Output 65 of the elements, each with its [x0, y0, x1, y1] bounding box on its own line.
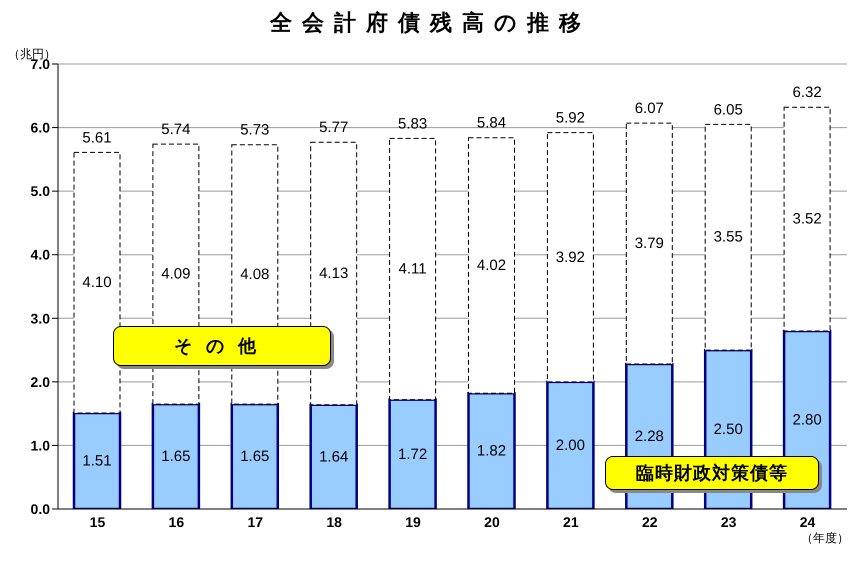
text: 3.52: [792, 210, 822, 228]
bar: [468, 137, 515, 394]
text: 2.80: [792, 412, 822, 428]
text: 4.13: [319, 264, 348, 282]
y-tick-label: 3.0: [30, 310, 50, 326]
x-tick-label: 21: [563, 514, 579, 530]
text: 1.51: [82, 452, 112, 470]
x-tick-label: 16: [168, 514, 184, 530]
x-axis-title: （年度）: [801, 530, 849, 547]
name-tag: その他: [113, 326, 331, 366]
total-label: 5.83: [398, 115, 428, 132]
text: 3.55: [714, 228, 743, 246]
bar: [784, 106, 831, 332]
total-label: 6.32: [792, 84, 822, 102]
total-label: 5.84: [476, 114, 506, 132]
total-label: 6.05: [714, 101, 743, 118]
total-label: 5.92: [556, 110, 585, 127]
chart-title: 全会計府債残高の推移: [268, 9, 592, 37]
text: 4.02: [476, 257, 506, 274]
bar: [626, 122, 673, 365]
text: 1.65: [161, 448, 190, 466]
x-tick-label: 24: [800, 514, 816, 530]
text: 2.28: [634, 428, 664, 446]
text: 1.65: [240, 448, 270, 466]
total-label: 5.61: [82, 129, 112, 146]
x-tick-label: 19: [405, 514, 422, 530]
total-label: 5.77: [319, 119, 348, 136]
bar: [467, 392, 516, 509]
text: 1.64: [319, 448, 348, 466]
bar: [309, 403, 358, 509]
y-tick-label: 6.0: [30, 120, 50, 136]
bar: [74, 152, 120, 414]
y-tick-label: 0.0: [30, 500, 50, 517]
text: 4.10: [82, 274, 112, 292]
bar: [546, 132, 594, 382]
bar: [389, 138, 436, 400]
y-tick-label: 5.0: [30, 183, 50, 200]
x-tick-label: 20: [484, 514, 500, 530]
x-tick-label: 17: [247, 514, 264, 530]
bar: [388, 398, 437, 509]
bar: [546, 380, 595, 509]
y-tick-label: 4.0: [30, 246, 50, 263]
name-tag: 臨時財政対策債等: [605, 456, 819, 490]
total-label: 5.73: [240, 122, 270, 139]
text: 1.72: [398, 446, 428, 463]
text: 3.79: [634, 235, 664, 252]
text: 1.82: [476, 442, 506, 460]
text: 2.50: [714, 421, 743, 438]
total-label: 6.07: [634, 100, 664, 118]
bar: [704, 124, 752, 351]
total-label: 5.74: [161, 121, 190, 138]
x-tick-label: 18: [326, 514, 342, 530]
x-tick-label: 23: [720, 514, 737, 530]
bar: [230, 402, 280, 509]
bar: [72, 412, 122, 509]
text: 3.92: [556, 248, 585, 266]
y-tick-label: 2.0: [30, 374, 50, 390]
x-tick-label: 15: [90, 514, 106, 530]
x-tick-label: 22: [642, 514, 658, 530]
text: 2.00: [556, 436, 585, 454]
text: 4.11: [398, 260, 427, 278]
text: 4.09: [161, 266, 190, 283]
y-tick-label: 1.0: [30, 437, 50, 454]
text: 4.08: [240, 266, 270, 283]
bar: [152, 402, 200, 509]
